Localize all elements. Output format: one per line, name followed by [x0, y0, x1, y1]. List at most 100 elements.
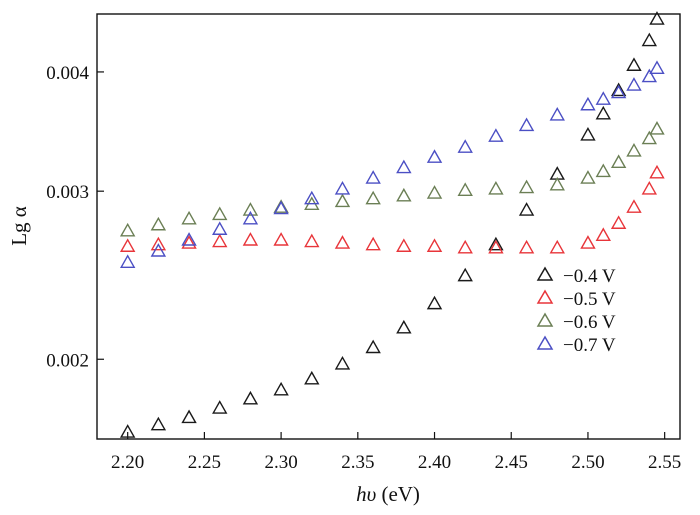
data-point: [365, 190, 381, 205]
x-tick-label: 2.25: [188, 452, 221, 473]
data-point: [641, 181, 658, 195]
x-axis-title: hυ (eV): [356, 482, 420, 506]
data-point: [396, 238, 412, 252]
x-axis: 2.20 2.25 2.30 2.35 2.40 2.45 2.50 2.55: [111, 432, 681, 473]
x-tick-label: 2.30: [264, 452, 297, 473]
data-point: [396, 187, 412, 202]
series-layer: [119, 11, 665, 438]
legend-label: −0.6 V: [563, 312, 616, 333]
legend-item: −0.4 V: [536, 266, 616, 287]
data-point: [426, 149, 443, 163]
data-point: [641, 130, 658, 145]
data-point: [181, 409, 197, 424]
data-point: [334, 193, 351, 208]
series: [119, 11, 665, 438]
data-point: [580, 96, 596, 111]
data-point: [334, 181, 351, 195]
series: [119, 60, 665, 269]
legend-label: −0.7 V: [563, 335, 616, 356]
legend-marker: [536, 289, 554, 304]
data-point: [396, 159, 412, 174]
data-point: [580, 235, 596, 249]
data-point: [365, 170, 381, 184]
data-point: [488, 236, 504, 251]
x-tick-label: 2.35: [341, 452, 374, 473]
x-axis-title-symbol: hυ: [356, 482, 376, 506]
x-axis-title-unit: (eV): [376, 482, 420, 506]
data-point: [212, 400, 228, 414]
x-tick-label: 2.20: [111, 452, 144, 473]
data-point: [549, 176, 565, 191]
data-point: [649, 11, 665, 25]
legend: −0.4 V −0.5 V −0.6 V −0.7 V: [536, 266, 616, 356]
data-point: [150, 216, 167, 231]
data-point: [119, 222, 136, 237]
data-point: [626, 199, 642, 213]
data-point: [181, 232, 197, 246]
data-point: [457, 267, 473, 282]
data-point: [212, 206, 228, 221]
data-point: [119, 238, 136, 252]
data-point: [580, 170, 596, 184]
data-point: [649, 164, 665, 179]
data-point: [649, 60, 665, 75]
data-point: [150, 416, 167, 431]
data-point: [610, 215, 627, 229]
data-point: [242, 202, 259, 216]
data-point: [426, 295, 443, 310]
data-point: [626, 142, 642, 157]
data-point: [641, 68, 658, 83]
data-point: [365, 339, 381, 354]
legend-marker: [536, 266, 554, 281]
data-point: [242, 232, 259, 246]
data-point: [365, 236, 381, 251]
data-point: [242, 390, 259, 405]
data-point: [304, 190, 320, 205]
data-point: [549, 239, 565, 254]
legend-item: −0.7 V: [536, 335, 616, 356]
legend-label: −0.5 V: [563, 289, 616, 310]
data-point: [334, 235, 351, 249]
y-tick-label: 0.003: [46, 182, 89, 203]
plot-frame: [96, 13, 681, 440]
data-point: [595, 91, 611, 105]
data-point: [610, 154, 627, 169]
data-point: [242, 210, 259, 225]
data-point: [212, 221, 228, 235]
legend-item: −0.6 V: [536, 312, 616, 333]
data-point: [626, 57, 642, 71]
legend-item: −0.5 V: [536, 289, 616, 310]
data-point: [626, 77, 642, 91]
data-point: [518, 117, 535, 132]
data-point: [396, 319, 412, 334]
data-point: [457, 239, 473, 254]
data-point: [304, 233, 320, 248]
y-axis: 0.002 0.003 0.004: [46, 63, 104, 371]
data-point: [580, 127, 596, 141]
data-point: [304, 370, 320, 385]
legend-marker: [536, 335, 554, 350]
data-point: [641, 32, 658, 47]
data-point: [595, 227, 611, 242]
data-point: [649, 121, 665, 135]
legend-marker: [536, 312, 554, 327]
data-point: [457, 139, 473, 153]
y-tick-label: 0.004: [46, 63, 89, 84]
data-point: [150, 243, 167, 257]
data-point: [426, 238, 443, 252]
x-tick-label: 2.45: [495, 452, 528, 473]
x-tick-label: 2.50: [571, 452, 604, 473]
data-point: [119, 424, 136, 438]
data-point: [273, 381, 289, 396]
data-point: [549, 107, 565, 121]
data-point: [150, 236, 167, 251]
y-axis-title: Lg α: [7, 206, 31, 246]
data-point: [518, 202, 535, 216]
data-point: [273, 232, 289, 246]
data-point: [595, 163, 611, 178]
legend-label: −0.4 V: [563, 266, 616, 287]
data-point: [212, 233, 228, 248]
series: [119, 164, 665, 254]
data-point: [488, 181, 504, 195]
